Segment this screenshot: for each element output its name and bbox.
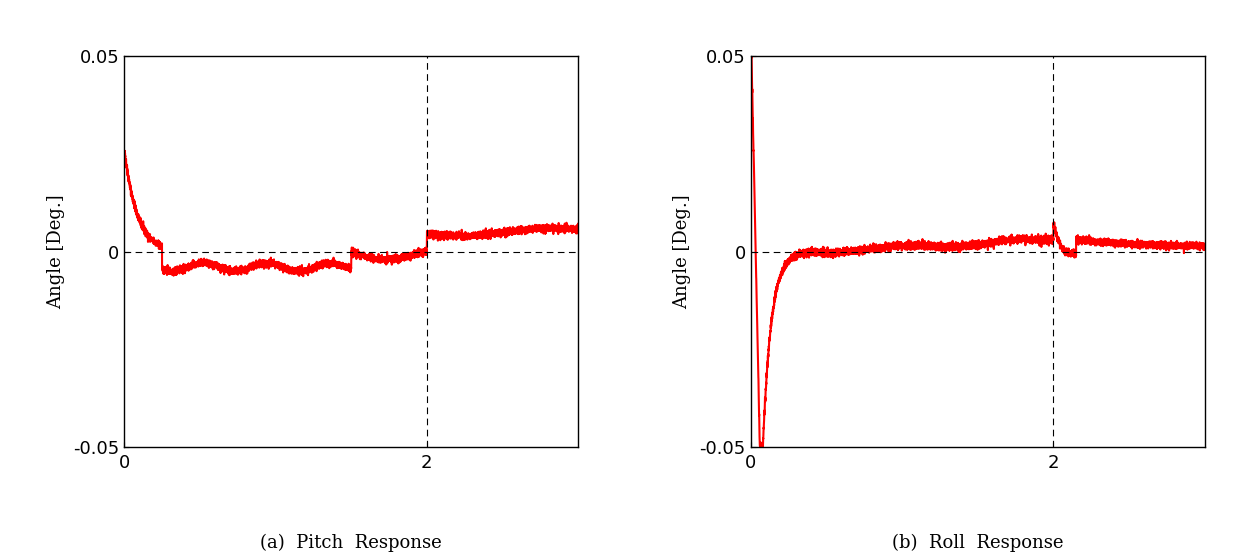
Text: (a)  Pitch  Response: (a) Pitch Response xyxy=(261,533,442,552)
Y-axis label: Angle [Deg.]: Angle [Deg.] xyxy=(673,194,692,309)
Text: (b)  Roll  Response: (b) Roll Response xyxy=(892,533,1063,552)
Y-axis label: Angle [Deg.]: Angle [Deg.] xyxy=(47,194,65,309)
